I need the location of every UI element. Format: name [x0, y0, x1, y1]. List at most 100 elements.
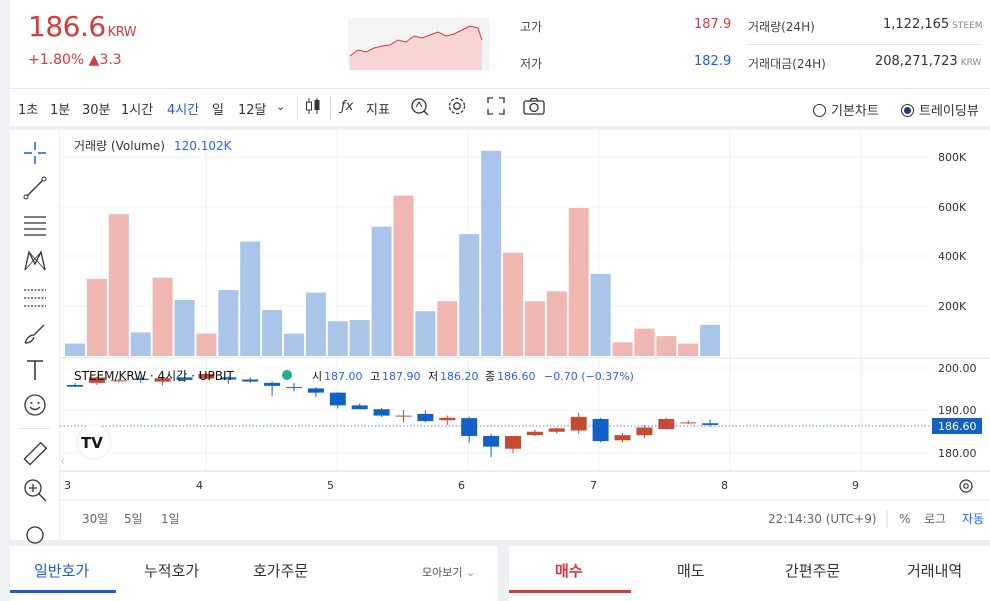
candle: [658, 417, 675, 430]
candle: [548, 427, 565, 434]
text-icon[interactable]: [22, 357, 48, 383]
volume-bar: [86, 278, 107, 356]
interval-1h[interactable]: 1시간: [121, 103, 154, 118]
chevron-down-icon[interactable]: ⌄: [276, 100, 286, 113]
tab-general-orderbook[interactable]: 일반호가: [34, 562, 90, 580]
price-change: +1.80% ▲3.3: [28, 52, 122, 68]
compare-icon[interactable]: [410, 96, 430, 120]
volume-bar: [437, 301, 458, 356]
interval-1s[interactable]: 1초: [18, 103, 39, 118]
candle: [505, 436, 521, 453]
candle: [307, 387, 324, 397]
forecast-icon[interactable]: [22, 285, 48, 311]
auto-toggle[interactable]: 자동: [962, 512, 984, 526]
volume-bar: [503, 252, 523, 356]
zoom-in-icon[interactable]: [22, 477, 48, 503]
open-label: 시: [312, 370, 322, 383]
clock[interactable]: 22:14:30 (UTC+9): [768, 512, 877, 526]
candle: [198, 373, 215, 380]
volume-axis: 800K 600K 400K 200K: [938, 151, 967, 313]
fullscreen-icon[interactable]: [487, 97, 505, 119]
time-tick: 8: [721, 479, 728, 492]
fib-icon[interactable]: [22, 212, 48, 238]
low-label: 저가: [520, 57, 543, 71]
candle: [329, 392, 346, 409]
orderbook-panel: 일반호가 누적호가 호가주문 모아보기 ⌄: [10, 546, 498, 601]
candle-body: [658, 419, 675, 430]
candle-body: [132, 378, 149, 380]
candle: [483, 433, 500, 458]
candle-body: [176, 377, 193, 380]
crosshair-icon[interactable]: [22, 140, 48, 166]
interval-day[interactable]: 일: [212, 103, 224, 118]
candle-body: [307, 388, 324, 393]
magnet-icon[interactable]: [22, 522, 48, 548]
range-30d[interactable]: 30일: [82, 512, 108, 526]
volume-title: 거래량 (Volume): [74, 139, 165, 153]
group-view-select[interactable]: 모아보기 ⌄: [422, 566, 476, 579]
tab-buy[interactable]: 매수: [555, 562, 583, 580]
range-1d[interactable]: 1일: [161, 512, 180, 526]
ticker-summary: 186.6 KRW +1.80% ▲3.3 고가 187.9 저가 182.9 거…: [10, 0, 990, 88]
interval-4h[interactable]: 4시간: [167, 103, 200, 118]
candle: [614, 433, 631, 443]
brush-icon[interactable]: [22, 321, 48, 347]
volume-bar: [108, 214, 129, 356]
axis-settings-icon[interactable]: [959, 479, 973, 493]
tradingview-logo: TV: [76, 424, 112, 460]
tab-orderbook-order[interactable]: 호가주문: [253, 562, 309, 580]
tab-cumulative-orderbook[interactable]: 누적호가: [144, 562, 200, 580]
high-value: 187.90: [382, 370, 421, 383]
volume-bar: [568, 207, 589, 356]
settings-icon[interactable]: [447, 96, 467, 120]
candle: [351, 403, 368, 410]
candle: [220, 376, 237, 384]
indicator-icon[interactable]: ƒx: [341, 99, 354, 114]
price-axis: 200.00 190.00 180.00: [938, 362, 977, 460]
tab-sell[interactable]: 매도: [677, 562, 705, 580]
time-tick: 3: [64, 479, 71, 492]
percent-toggle[interactable]: %: [899, 512, 910, 526]
indicator-button[interactable]: 지표: [366, 103, 390, 118]
chart-toolbar: 1초 1분 30분 1시간 4시간 일 12달 ⌄ ƒx 지표 기본차트 트레이…: [10, 88, 990, 126]
volume-tick: 400K: [938, 250, 967, 263]
candle-body: [636, 427, 653, 436]
tradingview-radio[interactable]: 트레이딩뷰: [901, 100, 979, 119]
pattern-icon[interactable]: [22, 248, 48, 274]
collapse-handle-icon[interactable]: ‹: [60, 454, 65, 468]
interval-12mo[interactable]: 12달: [238, 103, 267, 118]
volume-bar: [305, 292, 326, 356]
active-tab-indicator: [10, 590, 116, 593]
volume-bar: [700, 324, 721, 356]
basic-chart-radio[interactable]: 기본차트: [813, 100, 879, 119]
price-volume-chart[interactable]: 거래량 (Volume) 120.102K 800K 600K 400K 200…: [60, 130, 990, 540]
drawing-toolbar: [10, 130, 60, 544]
tab-simple-order[interactable]: 간편주문: [785, 562, 841, 580]
candle-body: [702, 423, 719, 425]
volume-bar: [459, 234, 480, 356]
tab-trade-history[interactable]: 거래내역: [907, 562, 963, 580]
price-tick: 190.00: [938, 404, 977, 417]
interval-30m[interactable]: 30분: [82, 103, 111, 118]
symbol-label: STEEM/KRW · 4시간 · UPBIT: [74, 369, 234, 383]
volume-bar: [371, 226, 392, 356]
camera-icon[interactable]: [523, 97, 545, 119]
candle-body: [264, 382, 281, 386]
candle-body: [548, 428, 565, 432]
range-5d[interactable]: 5일: [124, 512, 143, 526]
interval-1m[interactable]: 1분: [50, 103, 71, 118]
candle-body: [526, 431, 543, 436]
emoji-icon[interactable]: [22, 392, 48, 418]
log-toggle[interactable]: 로그: [924, 512, 946, 526]
candle-type-icon[interactable]: [305, 96, 321, 120]
candle: [154, 375, 171, 386]
ruler-icon[interactable]: [22, 441, 48, 467]
high-label: 고가: [520, 20, 543, 34]
volume-bar: [240, 241, 261, 356]
trend-line-icon[interactable]: [22, 175, 48, 201]
candle-body: [220, 377, 237, 380]
volume-bar: [130, 332, 151, 356]
candle-body: [461, 418, 478, 436]
candle: [264, 381, 281, 396]
radio-off-icon: [813, 104, 826, 117]
